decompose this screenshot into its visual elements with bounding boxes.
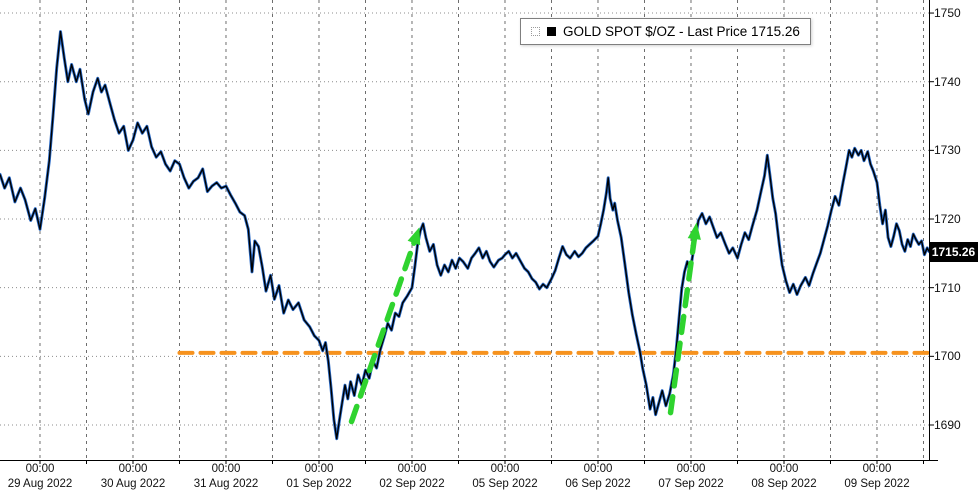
x-axis-time-label: 00:00	[118, 463, 148, 475]
y-axis-label: 1700	[934, 349, 961, 364]
x-axis-time-label: 00:00	[490, 463, 520, 475]
x-axis-date-label: 01 Sep 2022	[286, 478, 352, 490]
y-axis-label: 1720	[934, 212, 961, 226]
x-axis-time-label: 00:00	[211, 463, 241, 475]
y-axis-label: 1740	[934, 74, 961, 89]
legend-drag-handle-icon	[531, 27, 540, 36]
x-axis-date-label: 07 Sep 2022	[658, 478, 724, 490]
x-axis-date-label: 05 Sep 2022	[472, 478, 538, 490]
legend[interactable]: GOLD SPOT $/OZ - Last Price 1715.26	[520, 18, 811, 45]
y-axis-label: 1690	[934, 417, 961, 432]
x-axis-date-label: 30 Aug 2022	[100, 478, 166, 490]
x-axis: 00:00 29 Aug 2022 00:00 30 Aug 2022 00:00 31 …	[0, 460, 978, 498]
y-axis-label: 1710	[934, 280, 961, 295]
x-axis-date-label: 02 Sep 2022	[379, 478, 445, 490]
x-axis-time-label: 00:00	[583, 463, 613, 475]
legend-label: GOLD SPOT $/OZ - Last Price 1715.26	[563, 24, 800, 39]
x-axis-time-label: 00:00	[25, 463, 55, 475]
x-axis-time-label: 00:00	[862, 463, 892, 475]
x-axis-time-label: 00:00	[676, 463, 706, 475]
last-price-badge: 1715.26	[929, 241, 978, 262]
legend-series-swatch-icon	[547, 27, 556, 36]
x-axis-date-label: 08 Sep 2022	[751, 478, 817, 490]
x-axis-date-label: 09 Sep 2022	[844, 478, 910, 490]
x-axis-time-label: 00:00	[397, 463, 427, 475]
y-axis-label: 1750	[934, 6, 961, 21]
y-axis: 1750 1740 1730 1720 1710 1700 1690	[934, 0, 978, 460]
x-axis-time-label: 00:00	[304, 463, 334, 475]
x-axis-date-label: 29 Aug 2022	[7, 478, 73, 490]
y-axis-label: 1730	[934, 143, 961, 158]
x-axis-date-label: 31 Aug 2022	[193, 478, 259, 490]
price-plot-area	[0, 0, 938, 464]
x-axis-time-label: 00:00	[769, 463, 799, 475]
x-axis-date-label: 06 Sep 2022	[565, 478, 631, 490]
